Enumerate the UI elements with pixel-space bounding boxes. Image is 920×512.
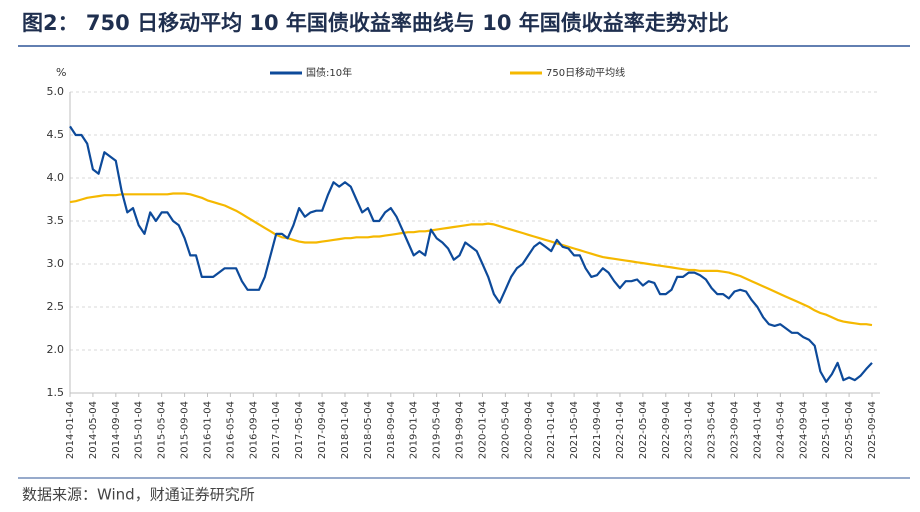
x-tick-label: 2019-09-04 [455,401,466,459]
x-tick-label: 2016-09-04 [248,401,259,459]
y-tick-label: 2.5 [47,300,65,313]
x-tick-label: 2017-09-04 [317,401,328,459]
series-line [69,125,873,383]
x-tick-label: 2019-01-04 [409,401,420,459]
x-tick-label: 2024-09-04 [798,401,809,459]
y-tick-label: 5.0 [47,85,65,98]
x-tick-label: 2024-01-04 [752,401,763,459]
legend-label: 国债:10年 [306,66,352,79]
x-tick-label: 2015-05-04 [157,401,168,459]
x-tick-label: 2024-05-04 [775,401,786,459]
chart-title: 图2： 750 日移动平均 10 年国债收益率曲线与 10 年国债收益率走势对比 [22,11,729,35]
x-tick-label: 2022-09-04 [661,401,672,459]
x-tick-label: 2021-05-04 [569,401,580,459]
x-tick-label: 2022-01-04 [615,401,626,459]
x-tick-label: 2020-05-04 [500,401,511,459]
x-tick-label: 2025-01-04 [821,401,832,459]
x-tick-label: 2023-09-04 [730,401,741,459]
x-tick-label: 2020-01-04 [477,401,488,459]
x-tick-label: 2016-01-04 [202,401,213,459]
y-tick-label: 3.5 [47,214,65,227]
legend-label: 750日移动平均线 [546,66,625,79]
y-tick-label: 3.0 [47,257,65,270]
x-tick-label: 2018-01-04 [340,401,351,459]
x-tick-label: 2023-05-04 [707,401,718,459]
source: 数据来源：Wind，财通证券研究所 [22,486,255,504]
x-tick-label: 2014-05-04 [88,401,99,459]
x-tick-label: 2014-09-04 [111,401,122,459]
x-tick-label: 2021-09-04 [592,401,603,459]
x-tick-label: 2018-09-04 [386,401,397,459]
y-unit: % [56,66,66,79]
x-tick-label: 2022-05-04 [638,401,649,459]
x-tick-label: 2021-01-04 [546,401,557,459]
y-tick-label: 4.5 [47,128,65,141]
x-tick-label: 2025-09-04 [867,401,878,459]
x-tick-label: 2020-09-04 [523,401,534,459]
y-tick-label: 4.0 [47,171,65,184]
x-tick-label: 2015-09-04 [180,401,191,459]
y-tick-label: 1.5 [47,386,65,399]
x-tick-label: 2017-01-04 [271,401,282,459]
x-tick-label: 2014-01-04 [65,401,76,459]
x-tick-label: 2019-05-04 [432,401,443,459]
x-tick-label: 2025-05-04 [844,401,855,459]
x-tick-label: 2017-05-04 [294,401,305,459]
x-tick-label: 2016-05-04 [225,401,236,459]
x-tick-label: 2015-01-04 [134,401,145,459]
series-line [69,192,873,327]
y-tick-label: 2.0 [47,343,65,356]
x-tick-label: 2018-05-04 [363,401,374,459]
x-tick-label: 2023-01-04 [684,401,695,459]
